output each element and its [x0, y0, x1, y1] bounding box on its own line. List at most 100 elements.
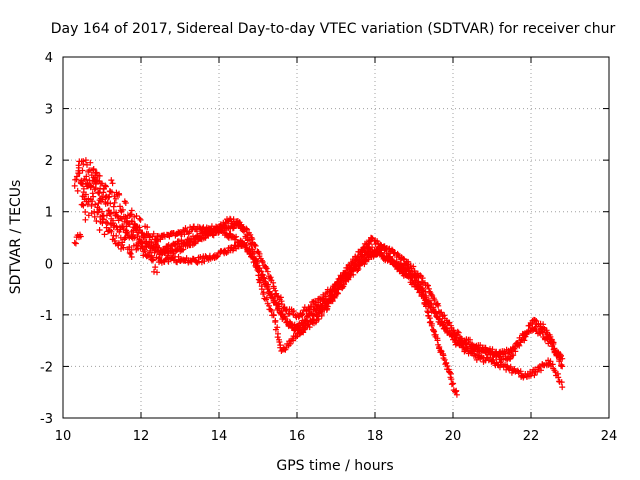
- data-point-marker: [251, 242, 258, 249]
- data-point-marker: [110, 203, 117, 210]
- data-point-marker: [296, 320, 303, 327]
- data-point-marker: [435, 302, 442, 309]
- data-point-marker: [432, 331, 439, 338]
- data-point-marker: [123, 229, 130, 236]
- data-point-marker: [274, 324, 281, 331]
- data-point-marker: [106, 211, 113, 217]
- data-point-marker: [81, 196, 88, 203]
- data-point-marker: [273, 302, 279, 308]
- data-point-marker: [116, 228, 123, 235]
- data-point-marker: [182, 225, 189, 232]
- data-point-marker: [144, 224, 151, 231]
- data-point-marker: [180, 246, 187, 253]
- data-point-marker: [91, 186, 98, 193]
- data-point-marker: [112, 212, 119, 219]
- x-axis-label: GPS time / hours: [276, 458, 393, 474]
- data-point-marker: [85, 195, 92, 202]
- data-point-marker: [316, 309, 323, 316]
- data-point-marker: [154, 269, 160, 276]
- data-point-marker: [78, 177, 85, 184]
- data-point-marker: [152, 264, 159, 271]
- data-point-marker: [311, 316, 317, 323]
- data-point-marker: [136, 215, 143, 222]
- grid-lines: [63, 57, 609, 418]
- data-point-marker: [443, 360, 450, 367]
- data-point-marker: [106, 207, 112, 214]
- data-point-marker: [157, 236, 164, 243]
- data-point-marker: [77, 233, 84, 240]
- data-point-marker: [102, 182, 109, 189]
- data-point-marker: [214, 253, 221, 260]
- chart-title: Day 164 of 2017, Sidereal Day-to-day VTE…: [51, 21, 616, 37]
- data-point-marker: [88, 210, 95, 217]
- data-point-marker: [287, 320, 294, 327]
- data-point-marker: [259, 259, 266, 265]
- data-point-marker: [244, 226, 251, 233]
- data-point-marker: [120, 244, 127, 251]
- data-point-marker: [97, 195, 104, 202]
- data-point-marker: [261, 275, 268, 282]
- data-point-marker: [425, 282, 431, 289]
- data-point-marker: [96, 206, 103, 213]
- data-point-marker: [433, 301, 440, 308]
- data-point-marker: [276, 339, 283, 345]
- data-point-marker: [411, 268, 418, 275]
- x-tick-label: 22: [523, 429, 540, 444]
- y-tick-label: -1: [40, 309, 53, 324]
- data-point-marker: [135, 245, 141, 252]
- data-point-marker: [453, 387, 460, 394]
- data-point-marker: [119, 206, 126, 213]
- data-point-marker: [134, 233, 141, 240]
- data-point-marker: [253, 260, 260, 267]
- data-point-marker: [246, 229, 252, 236]
- data-point-marker: [238, 222, 245, 228]
- data-point-marker: [454, 328, 461, 335]
- data-point-marker: [267, 274, 274, 281]
- data-point-marker: [455, 329, 462, 336]
- data-point-marker: [99, 213, 106, 219]
- data-point-marker: [389, 246, 395, 253]
- y-tick-label: 0: [45, 257, 53, 272]
- data-point-marker: [137, 216, 144, 223]
- data-point-marker: [306, 324, 313, 331]
- data-point-marker: [444, 363, 451, 369]
- data-point-marker: [490, 357, 497, 363]
- data-point-marker: [128, 254, 135, 260]
- data-point-marker: [269, 295, 276, 302]
- data-point-marker: [80, 202, 87, 209]
- data-point-marker: [531, 372, 538, 379]
- data-point-marker: [166, 233, 173, 240]
- x-tick-label: 14: [211, 429, 228, 444]
- data-point-marker: [259, 271, 266, 278]
- data-point-marker: [93, 169, 100, 176]
- data-point-marker: [107, 188, 114, 195]
- data-point-marker: [101, 231, 108, 238]
- data-point-marker: [113, 223, 120, 230]
- data-point-marker: [453, 391, 460, 398]
- data-point-marker: [310, 312, 317, 319]
- data-point-marker: [319, 305, 326, 312]
- y-axis-label: SDTVAR / TECUs: [8, 180, 24, 295]
- data-point-marker: [128, 207, 135, 214]
- data-point-marker: [126, 249, 133, 256]
- data-point-marker: [119, 239, 126, 246]
- data-point-marker: [262, 264, 269, 271]
- data-point-marker: [108, 228, 115, 235]
- data-point-marker: [82, 216, 89, 223]
- data-point-marker: [87, 159, 94, 166]
- data-point-marker: [99, 180, 106, 187]
- data-point-marker: [428, 322, 435, 329]
- data-point-marker: [86, 167, 93, 174]
- data-point-marker: [92, 185, 99, 191]
- data-point-marker: [106, 193, 113, 200]
- data-point-marker: [233, 233, 240, 240]
- data-point-marker: [148, 252, 155, 259]
- data-point-marker: [325, 300, 332, 307]
- data-point-marker: [440, 352, 447, 359]
- data-point-marker: [139, 240, 146, 247]
- data-point-marker: [91, 213, 98, 220]
- y-tick-label: 2: [45, 154, 53, 169]
- data-point-marker: [291, 327, 298, 334]
- data-point-marker: [275, 305, 282, 312]
